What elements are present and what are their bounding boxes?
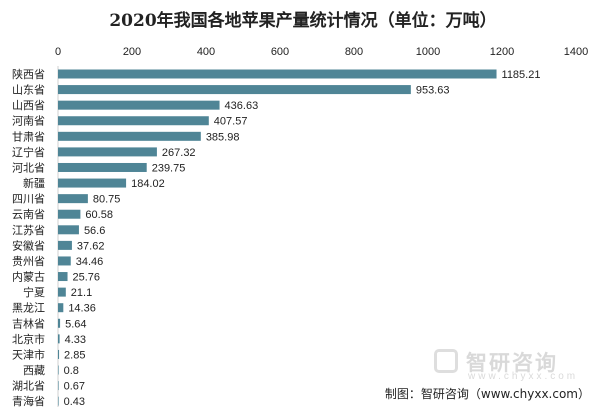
bar	[58, 349, 60, 359]
bar	[58, 240, 72, 250]
category-label: 山东省	[12, 84, 45, 97]
watermark-url: www.chyxx.com	[468, 371, 579, 382]
value-label: 2.85	[64, 349, 85, 361]
value-label: 21.1	[71, 287, 92, 299]
bar	[58, 381, 59, 391]
value-label: 5.64	[65, 318, 86, 330]
bar	[58, 256, 71, 266]
value-labels: 1185.21 953.63 436.63 407.57 385.98 267.32 239…	[64, 69, 541, 407]
chart-title: 2020年我国各地苹果产量统计情况（单位：万吨）	[109, 11, 497, 31]
value-label: 953.63	[416, 85, 450, 97]
x-tick-label: 200	[123, 46, 141, 58]
bar	[58, 318, 61, 328]
bar	[58, 209, 81, 219]
category-label: 新疆	[23, 176, 45, 190]
value-label: 34.46	[76, 256, 104, 268]
value-label: 239.75	[152, 162, 186, 174]
category-label: 天津市	[12, 347, 45, 361]
category-label: 山西省	[12, 99, 45, 112]
bar	[58, 178, 127, 188]
value-label: 37.62	[77, 240, 105, 252]
source-note: 制图：智研咨询（www.chyxx.com）	[384, 387, 590, 401]
bar	[58, 334, 60, 344]
bar	[58, 100, 220, 110]
x-tick-label: 1200	[490, 46, 514, 58]
watermark: 智研咨询 www.chyxx.com	[434, 347, 594, 382]
bar	[58, 287, 66, 297]
category-label: 四川省	[12, 193, 45, 206]
category-label: 河北省	[12, 161, 45, 174]
bar	[58, 147, 157, 157]
bar	[58, 225, 79, 235]
category-label: 黑龙江	[12, 302, 45, 315]
bar	[58, 162, 147, 172]
category-label: 湖北省	[12, 380, 45, 393]
value-label: 4.33	[65, 334, 86, 346]
x-tick-label: 600	[271, 46, 289, 58]
bar	[58, 69, 497, 79]
bar	[58, 396, 59, 406]
category-label: 内蒙古	[12, 270, 45, 284]
bar	[58, 131, 201, 141]
value-label: 436.63	[225, 100, 259, 112]
x-axis: 0 200 400 600 800 1000 1200 1400	[55, 46, 588, 58]
brand-logo-icon	[434, 349, 458, 373]
value-label: 0.67	[64, 381, 85, 393]
bar	[58, 116, 209, 126]
category-label: 云南省	[12, 208, 45, 221]
value-label: 267.32	[162, 147, 196, 159]
value-label: 56.6	[84, 225, 105, 237]
category-label: 宁夏	[23, 285, 45, 299]
category-label: 贵州省	[12, 255, 45, 268]
value-label: 80.75	[93, 194, 121, 206]
value-label: 385.98	[206, 131, 240, 143]
category-label: 河南省	[12, 115, 45, 128]
value-label: 407.57	[214, 116, 248, 128]
value-label: 184.02	[131, 178, 165, 190]
value-label: 0.43	[64, 396, 85, 407]
category-label: 陕西省	[12, 67, 45, 81]
value-label: 0.8	[64, 365, 79, 377]
value-label: 14.36	[68, 303, 96, 315]
category-label: 甘肃省	[12, 130, 45, 143]
category-label: 江苏省	[12, 224, 45, 237]
category-label: 西藏	[23, 364, 45, 377]
value-label: 60.58	[85, 209, 113, 221]
x-tick-label: 800	[345, 46, 363, 58]
category-label: 安徽省	[12, 238, 45, 252]
bar	[58, 194, 88, 204]
x-tick-label: 1000	[416, 46, 440, 58]
value-label: 1185.21	[502, 69, 541, 81]
bar	[58, 303, 64, 313]
watermark-brand: 智研咨询	[466, 351, 558, 375]
bar	[58, 272, 68, 282]
category-label: 吉林省	[12, 316, 45, 330]
category-label: 辽宁省	[12, 145, 45, 159]
x-tick-label: 1400	[564, 46, 588, 58]
x-tick-label: 400	[197, 46, 215, 58]
category-label: 青海省	[12, 394, 45, 407]
value-label: 25.76	[73, 272, 101, 284]
bars-group	[58, 69, 497, 406]
bar	[58, 85, 411, 95]
bar	[58, 365, 59, 375]
category-label: 北京市	[12, 332, 45, 346]
y-axis: 陕西省山东省山西省河南省甘肃省辽宁省河北省新疆四川省云南省江苏省安徽省贵州省内蒙…	[12, 67, 45, 407]
x-tick-label: 0	[55, 46, 61, 58]
